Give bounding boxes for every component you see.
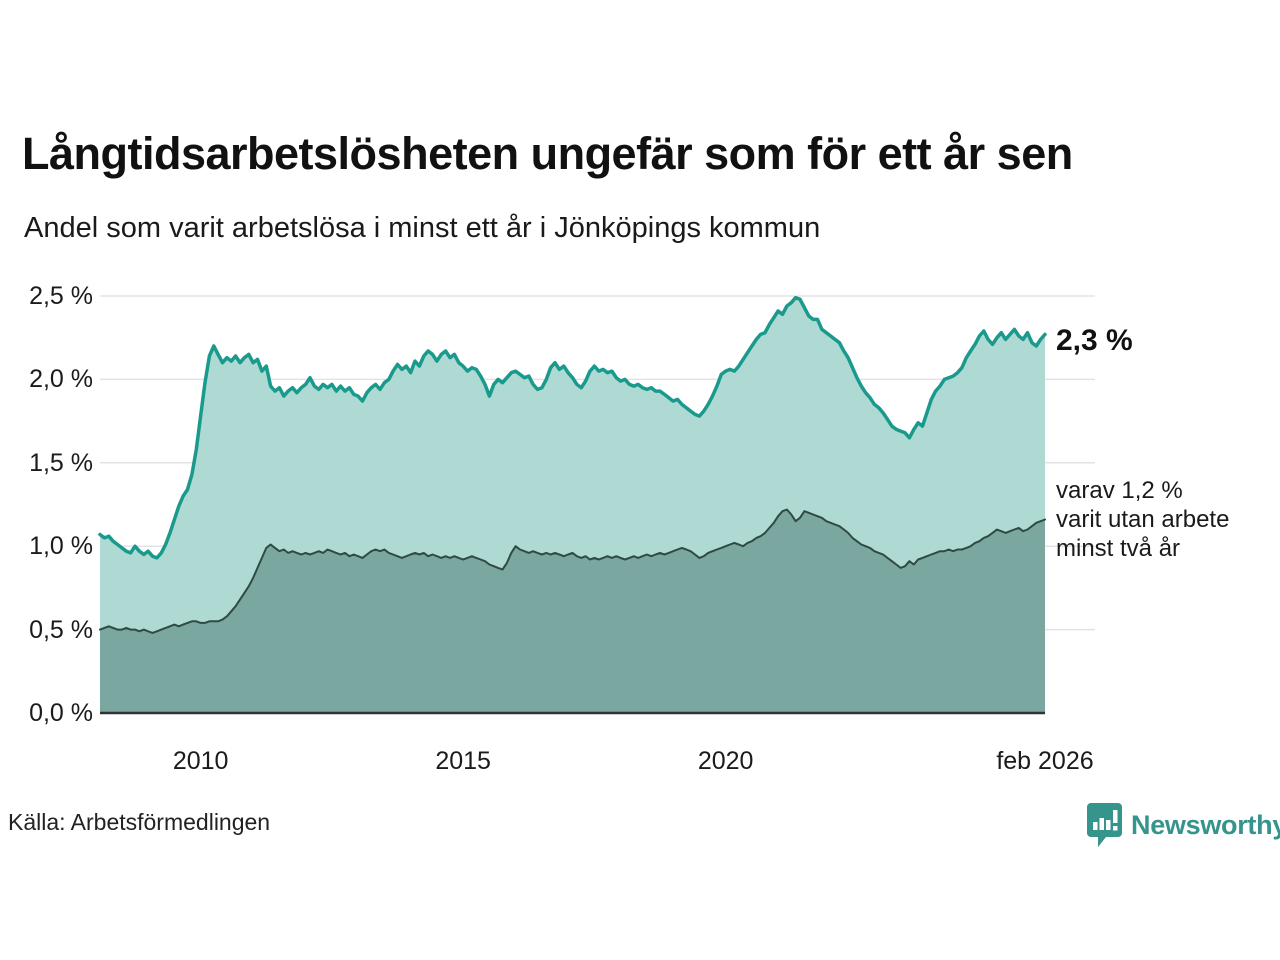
newsworthy-bubble-chart-icon: [1087, 803, 1122, 847]
x-tick-label: 2010: [172, 747, 229, 775]
brand-logo: Newsworthy: [1086, 800, 1280, 850]
y-tick-label: 0,5 %: [29, 615, 93, 644]
x-tick-label: feb 2026: [996, 747, 1094, 775]
page-title: Långtidsarbetslösheten ungefär som för e…: [22, 128, 1073, 179]
y-tick-label: 2,5 %: [29, 282, 93, 310]
y-tick-label: 1,0 %: [29, 532, 93, 561]
y-tick-label: 1,5 %: [29, 448, 93, 477]
source-note: Källa: Arbetsförmedlingen: [8, 809, 271, 835]
x-tick-label: 2015: [435, 747, 491, 775]
latest-value-label: 2,3 %: [1056, 324, 1133, 357]
y-tick-label: 0,0 %: [29, 699, 93, 727]
series-line-minst-tva-ar: [99, 508, 1046, 634]
secondary-annotation-line-3: minst två år: [1056, 535, 1181, 562]
x-tick-label: 2020: [697, 747, 754, 775]
brand-name: Newsworthy: [1131, 809, 1280, 840]
series-line-minst-ett-ar: [98, 295, 1047, 560]
secondary-annotation-line-1: varav 1,2 %: [1056, 477, 1183, 504]
secondary-series-annotation: varav 1,2 % varit utan arbete minst två …: [1056, 476, 1276, 563]
chart-subtitle: Andel som varit arbetslösa i minst ett å…: [24, 212, 821, 244]
y-tick-label: 2,0 %: [29, 365, 93, 394]
secondary-annotation-line-2: varit utan arbete: [1056, 506, 1230, 533]
series-area-minst-tva-ar: [100, 509, 1045, 713]
